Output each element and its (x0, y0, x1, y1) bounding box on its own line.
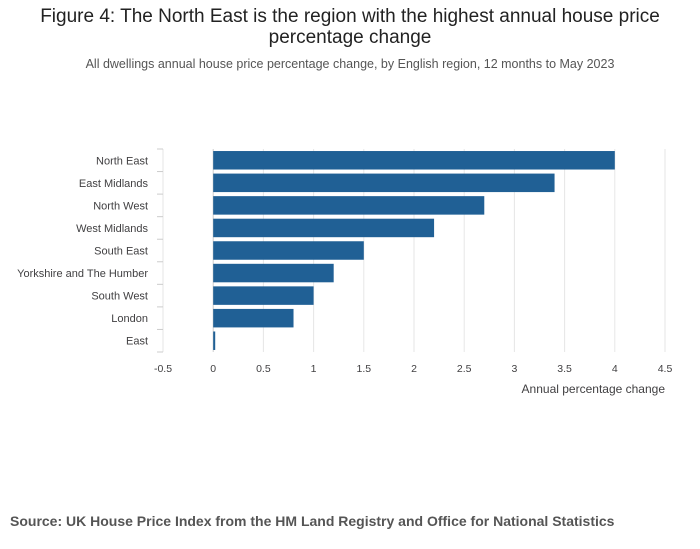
source-note: Source: UK House Price Index from the HM… (10, 513, 615, 529)
category-label: Yorkshire and The Humber (17, 268, 148, 280)
bar (213, 151, 615, 170)
x-tick-label: 3.5 (557, 363, 572, 375)
bar (213, 218, 435, 238)
chart-subtitle: All dwellings annual house price percent… (85, 57, 615, 71)
category-label: South West (91, 291, 148, 303)
x-tick-label: -0.5 (154, 363, 172, 375)
category-label: North West (93, 200, 148, 212)
category-label: North East (96, 155, 148, 167)
x-tick-label: 4 (612, 363, 618, 375)
x-tick-label: 0.5 (256, 363, 271, 375)
bar (213, 241, 364, 260)
category-label: East (126, 336, 148, 348)
bar (213, 173, 555, 193)
x-tick-label: 0 (210, 363, 216, 375)
category-label: South East (94, 246, 148, 258)
category-labels: North East East Midlands North West West Mi… (17, 155, 148, 347)
x-tick-label: 2.5 (457, 363, 472, 375)
bar (213, 286, 314, 305)
bar (213, 263, 334, 283)
category-label: London (111, 313, 148, 325)
bars (213, 151, 615, 350)
chart-title: Figure 4: The North East is the region w… (40, 6, 660, 48)
x-tick-labels: -0.5 0 0.5 1 1.5 2 2.5 3 3.5 4 4.5 (154, 363, 672, 375)
x-tick-label: 4.5 (658, 363, 673, 375)
bar (213, 308, 294, 328)
bar (213, 196, 485, 215)
x-tick-label: 3 (511, 363, 517, 375)
x-tick-label: 2 (411, 363, 417, 375)
bar (213, 331, 216, 350)
x-tick-label: 1.5 (356, 363, 371, 375)
x-tick-label: 1 (311, 363, 317, 375)
x-axis-label: Annual percentage change (522, 382, 666, 396)
category-label: West Midlands (76, 223, 148, 235)
category-label: East Midlands (79, 178, 149, 190)
